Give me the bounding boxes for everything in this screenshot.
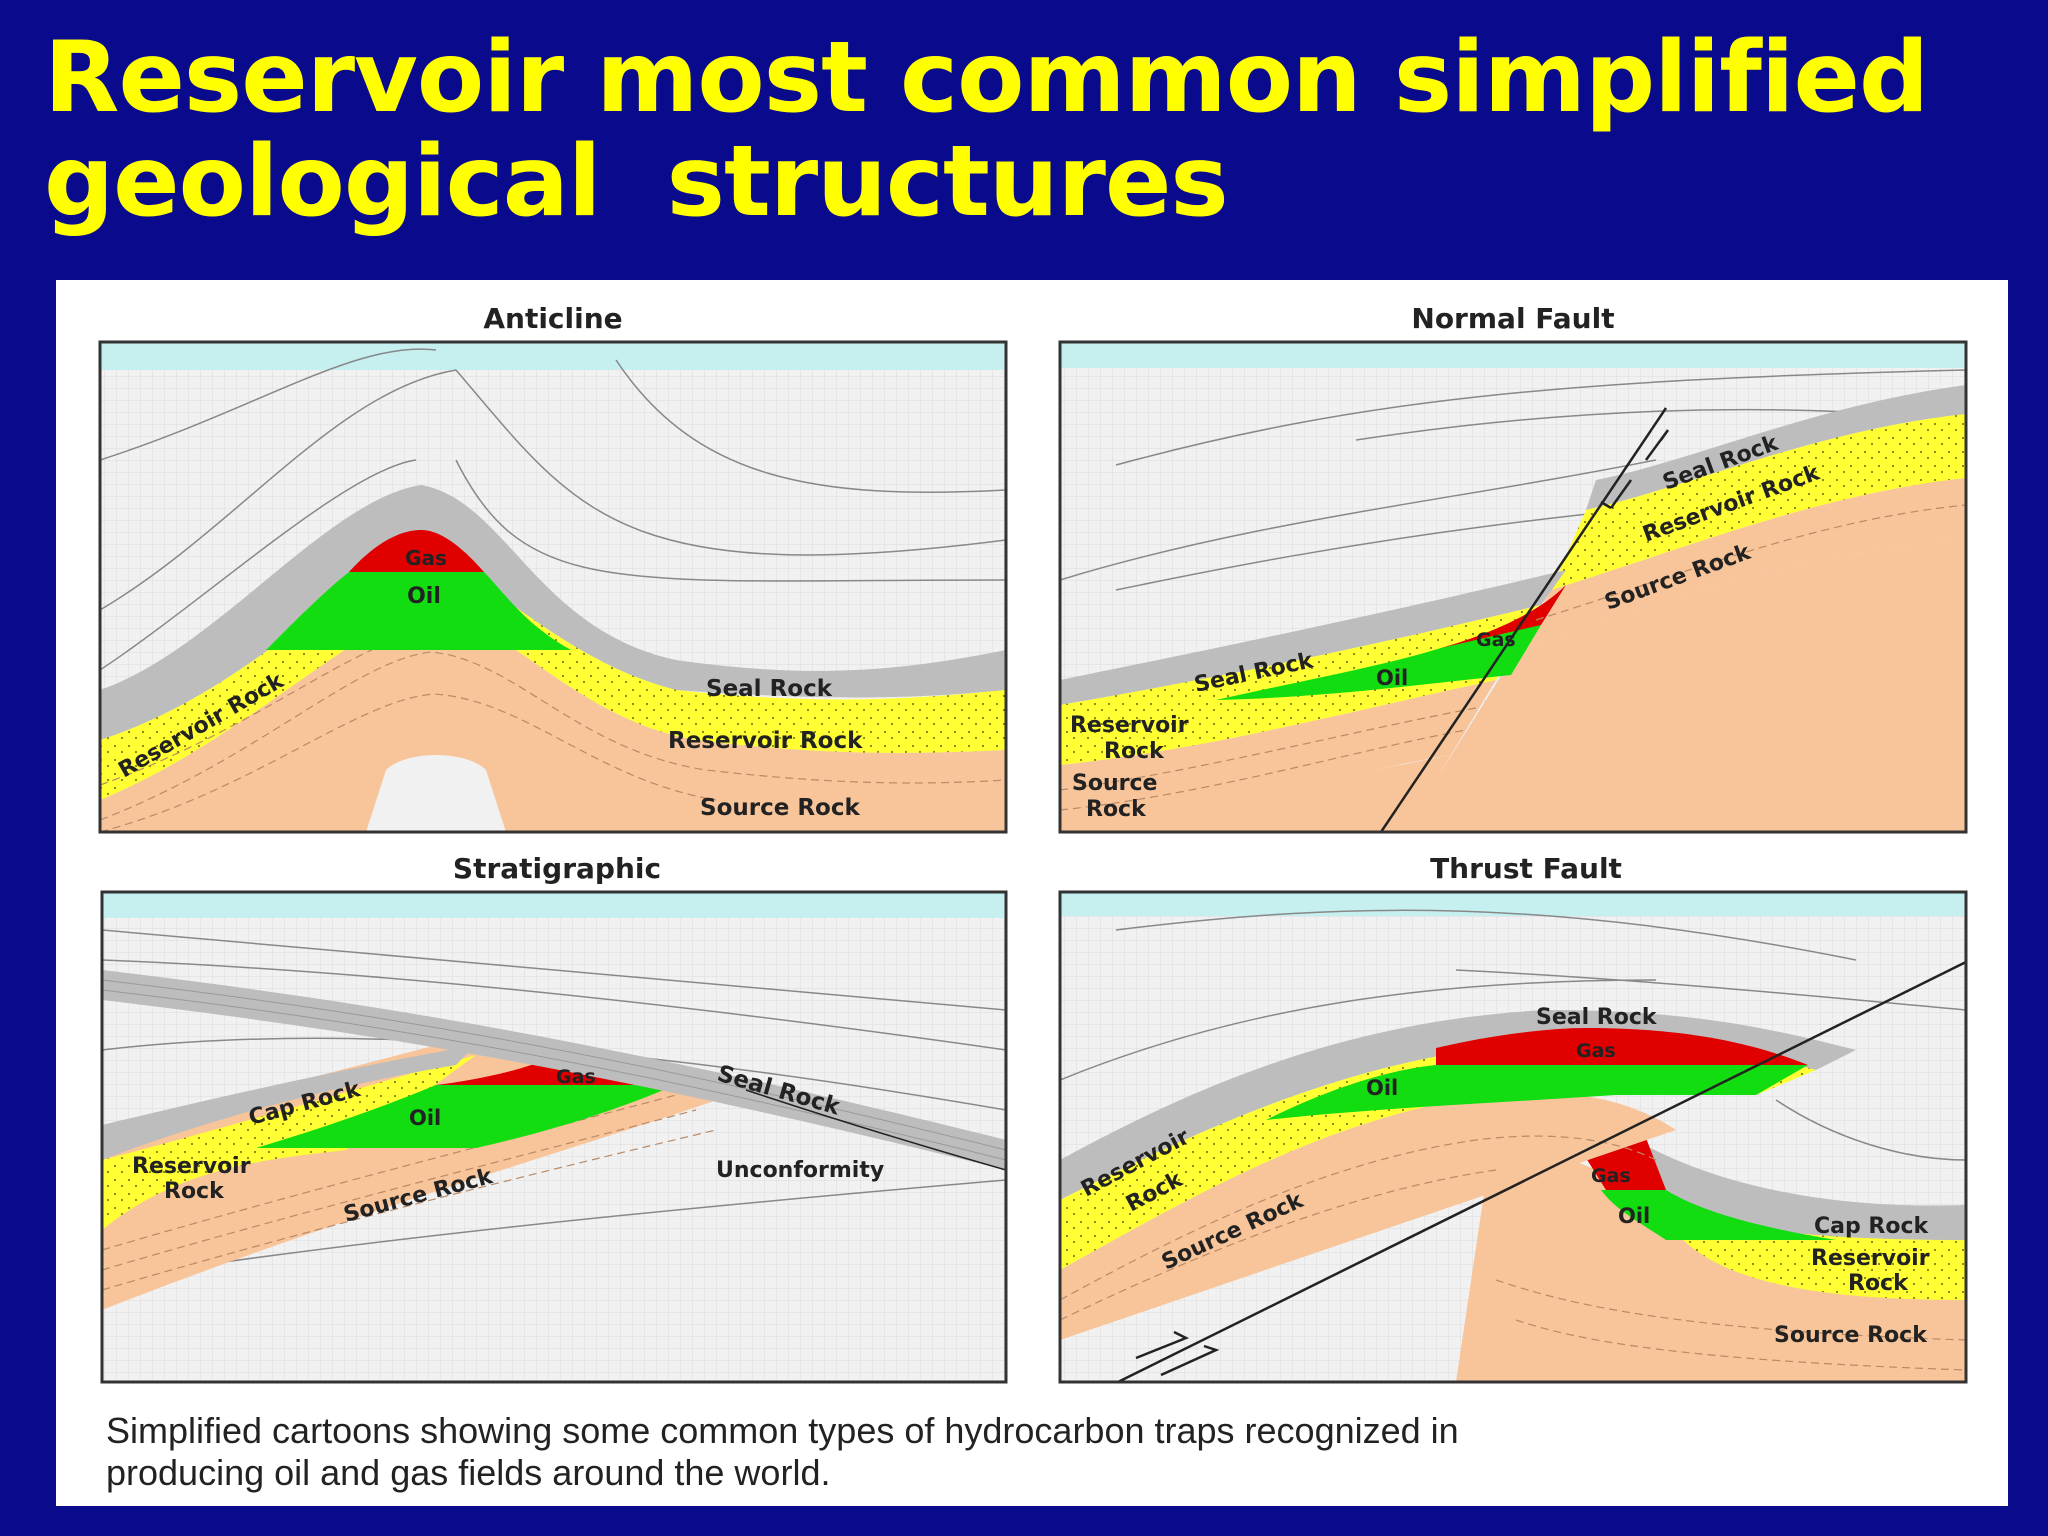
panel-thrust-fault: Thrust Fault Seal Rock Gas Oil Reservoir… [1058, 852, 1968, 1384]
thrust-fault-reservoir-right-label-1: Reservoir [1811, 1246, 1930, 1271]
thrust-fault-upper-gas-cap [1436, 1028, 1808, 1065]
normal-fault-upper-seal [1586, 385, 1966, 510]
stratigraphic-reservoir-label-1: Reservoir [132, 1154, 251, 1179]
stratigraphic-unconformity-label: Unconformity [716, 1158, 884, 1183]
normal-fault-source-lower-label-1: Source [1072, 771, 1157, 796]
thrust-fault-seal-label: Seal Rock [1536, 1005, 1658, 1030]
normal-fault-upper-reservoir [1551, 414, 1966, 590]
normal-fault-frame [1058, 340, 1968, 834]
thrust-fault-source-layer [1060, 1092, 1676, 1340]
normal-fault-lower-seal [1060, 570, 1566, 705]
thrust-fault-gas-lower-label: Gas [1591, 1165, 1631, 1187]
anticline-section [100, 342, 1006, 832]
thrust-fault-source-right-label: Source Rock [1774, 1323, 1928, 1348]
panel-title-normal-fault: Normal Fault [1411, 302, 1614, 335]
anticline-oil-label: Oil [407, 584, 441, 609]
trap-diagrams: Anticline Gas Oil Reservoir Rock Seal Ro… [98, 302, 1968, 1384]
thrust-fault-oil-upper-label: Oil [1366, 1076, 1398, 1100]
figure-caption: Simplified cartoons showing some common … [106, 1410, 1966, 1494]
normal-fault-upper-source [1516, 478, 1966, 652]
stratigraphic-frame [100, 890, 1008, 1384]
stratigraphic-section [102, 892, 1006, 1382]
thrust-fault-upper-oil-zone [1266, 1065, 1808, 1120]
thrust-fault-lower-oil-zone [1601, 1190, 1836, 1240]
normal-fault-line [1379, 407, 1668, 833]
normal-fault-reservoir-lower-label-2: Rock [1104, 739, 1165, 764]
normal-fault-gas-label: Gas [1476, 629, 1516, 651]
thrust-fault-reservoir-right-label-2: Rock [1848, 1271, 1909, 1296]
stratigraphic-oil-label: Oil [409, 1106, 441, 1130]
normal-fault-oil-label: Oil [1376, 666, 1408, 690]
normal-fault-source-lower-label-2: Rock [1086, 797, 1147, 822]
thrust-fault-oil-lower-label: Oil [1618, 1204, 1650, 1228]
panel-title-stratigraphic: Stratigraphic [453, 852, 661, 885]
thrust-fault-gas-upper-label: Gas [1576, 1040, 1616, 1062]
panel-normal-fault: Normal Fault Seal Rock Reservoir Rock So… [1058, 302, 1968, 834]
panel-title-thrust-fault: Thrust Fault [1430, 852, 1622, 885]
thrust-fault-arrows [1135, 1330, 1220, 1377]
panel-title-anticline: Anticline [483, 302, 622, 335]
stratigraphic-water [102, 892, 1006, 918]
normal-fault-oil-zone [1216, 625, 1541, 700]
normal-fault-section [1060, 342, 1966, 832]
anticline-gas-cap [349, 530, 484, 572]
anticline-oil-zone [266, 572, 571, 650]
stratigraphic-cap-layer [102, 1045, 476, 1160]
diagram-figure: Anticline Gas Oil Reservoir Rock Seal Ro… [56, 280, 2008, 1506]
unconformity-line [745, 1089, 1006, 1171]
panel-anticline: Anticline Gas Oil Reservoir Rock Seal Ro… [98, 302, 1008, 834]
thrust-fault-section [1060, 892, 1966, 1382]
thrust-fault-water [1060, 892, 1966, 916]
anticline-reservoir-label: Reservoir Rock [668, 728, 863, 754]
panel-stratigraphic: Stratigraphic Gas Cap Rock Oil Seal Rock… [100, 852, 1008, 1384]
thrust-fault-cap-label: Cap Rock [1814, 1214, 1929, 1239]
thrust-fault-line [1117, 960, 1967, 1384]
caption-line1: Simplified cartoons showing some common … [106, 1410, 1459, 1451]
caption-line2: producing oil and gas fields around the … [106, 1452, 831, 1493]
stratigraphic-oil-zone [256, 1085, 676, 1148]
thrust-fault-frame [1058, 890, 1968, 1384]
normal-fault-water [1060, 342, 1966, 368]
anticline-source-layer [100, 610, 1006, 832]
stratigraphic-gas-label: Gas [556, 1066, 596, 1088]
anticline-frame [98, 340, 1008, 834]
anticline-source-label: Source Rock [700, 795, 860, 821]
stratigraphic-reservoir-label-2: Rock [164, 1179, 225, 1204]
anticline-gas-label: Gas [405, 546, 447, 570]
normal-fault-arrows [1600, 429, 1670, 510]
slide-title: Reservoir most common simplified geologi… [44, 26, 2024, 234]
normal-fault-reservoir-lower-label-1: Reservoir [1070, 713, 1189, 738]
anticline-water [100, 342, 1006, 370]
slide-title-line2: geological structures [44, 125, 1229, 239]
anticline-seal-label: Seal Rock [706, 676, 833, 702]
slide-title-line1: Reservoir most common simplified [44, 21, 1929, 135]
anticline-seal-layer [100, 485, 1006, 740]
